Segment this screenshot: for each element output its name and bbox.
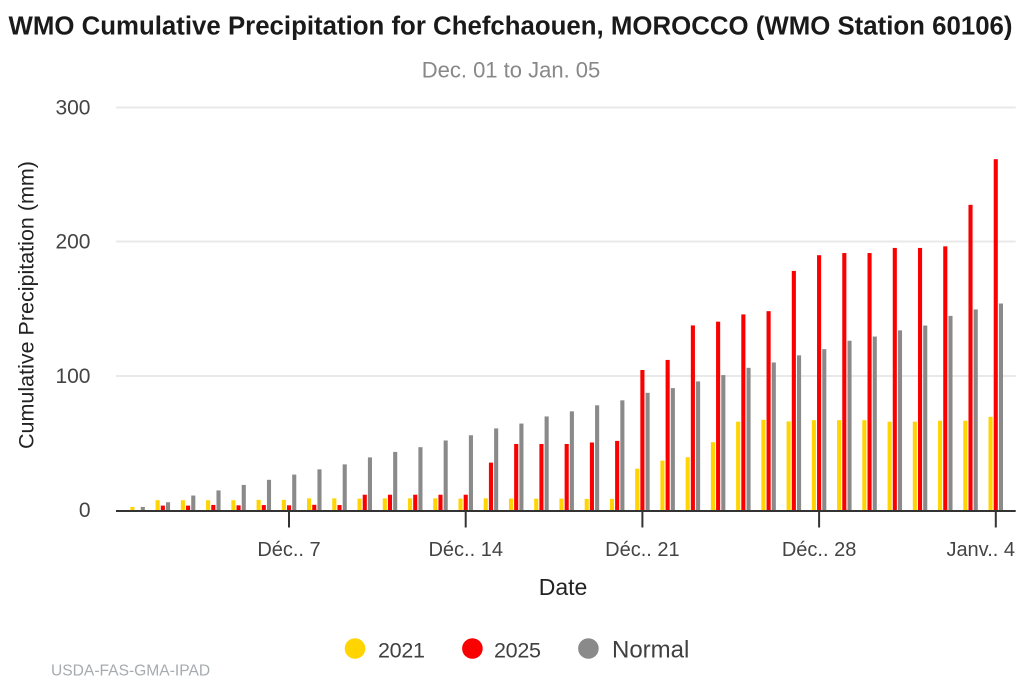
svg-text:Date: Date bbox=[539, 574, 588, 600]
svg-text:Normal: Normal bbox=[612, 637, 689, 664]
svg-text:2021: 2021 bbox=[378, 639, 425, 663]
svg-text:100: 100 bbox=[55, 365, 90, 388]
svg-text:Déc.. 21: Déc.. 21 bbox=[605, 539, 679, 561]
svg-text:0: 0 bbox=[79, 499, 91, 522]
svg-text:WMO Cumulative Precipitation f: WMO Cumulative Precipitation for Chefcha… bbox=[9, 13, 1013, 41]
svg-text:300: 300 bbox=[55, 96, 90, 119]
svg-text:Déc.. 7: Déc.. 7 bbox=[257, 539, 320, 561]
svg-text:Janv.. 4: Janv.. 4 bbox=[946, 539, 1015, 561]
svg-text:2025: 2025 bbox=[494, 639, 541, 663]
svg-text:200: 200 bbox=[55, 230, 90, 253]
svg-text:Dec. 01 to Jan. 05: Dec. 01 to Jan. 05 bbox=[422, 58, 601, 83]
svg-text:Déc.. 14: Déc.. 14 bbox=[428, 539, 502, 561]
svg-text:Cumulative Precipitation (mm): Cumulative Precipitation (mm) bbox=[15, 161, 39, 449]
svg-text:Déc.. 28: Déc.. 28 bbox=[782, 539, 856, 561]
svg-text:USDA-FAS-GMA-IPAD: USDA-FAS-GMA-IPAD bbox=[51, 663, 210, 680]
